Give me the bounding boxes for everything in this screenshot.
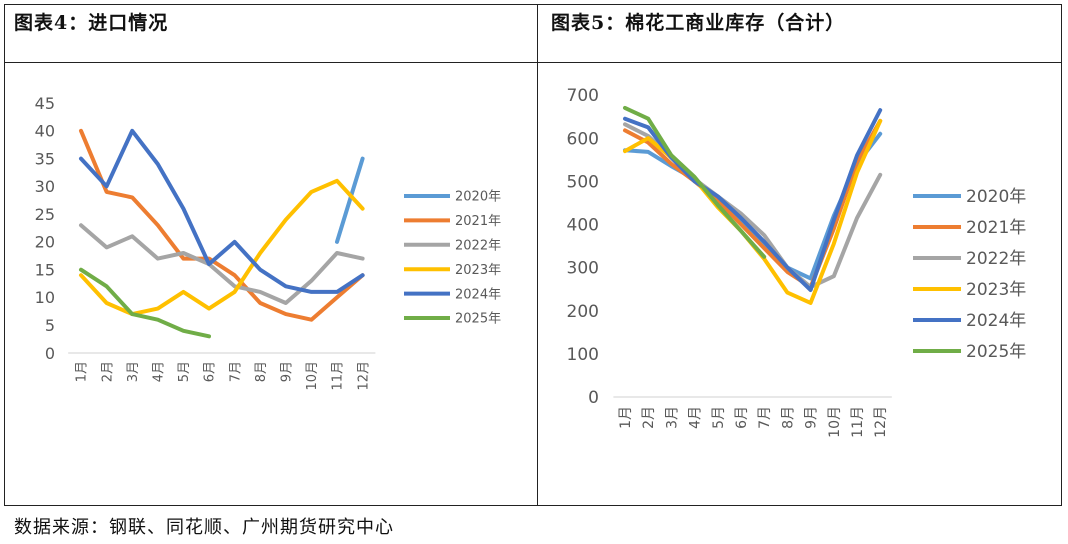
import-xtick-label: 5月 [177, 361, 192, 382]
figure-frame [4, 4, 1062, 506]
inventory-ytick-label: 500 [567, 172, 599, 192]
import-ytick-label: 25 [35, 205, 55, 224]
inventory-ytick-label: 300 [567, 259, 599, 279]
import-xtick-label: 3月 [126, 361, 141, 382]
import-xtick-label: 4月 [151, 361, 166, 382]
import-ytick-label: 35 [35, 149, 55, 168]
inventory-xtick-label: 9月 [804, 406, 820, 429]
inventory-ytick-label: 0 [588, 388, 599, 408]
inventory-xtick-label: 2月 [641, 406, 657, 429]
inventory-ytick-label: 100 [567, 345, 599, 365]
import-xtick-label: 12月 [356, 361, 371, 391]
inventory-xtick-label: 12月 [873, 406, 889, 438]
inventory-ytick-label: 700 [567, 86, 599, 106]
inventory-xtick-label: 4月 [688, 406, 704, 429]
inventory-legend-label: 2022年 [966, 249, 1026, 269]
inventory-xtick-label: 3月 [664, 406, 680, 429]
left-panel-title: 图表4：进口情况 [14, 12, 169, 34]
import-xtick-label: 1月 [75, 361, 90, 382]
import-ytick-label: 10 [35, 288, 55, 307]
inventory-series-line-2021 [623, 118, 883, 289]
inventory-series-line-2024 [623, 108, 883, 292]
import-xtick-label: 8月 [254, 361, 269, 382]
header-divider [4, 62, 1062, 63]
inventory-legend-label: 2021年 [966, 218, 1026, 238]
inventory-legend-label: 2023年 [966, 280, 1026, 300]
inventory-ytick-label: 200 [567, 302, 599, 322]
inventory-xtick-label: 5月 [711, 406, 727, 429]
data-source: 数据来源：钢联、同花顺、广州期货研究中心 [14, 517, 394, 538]
import-series-line-2025 [79, 267, 211, 339]
import-legend-label: 2024年 [455, 287, 501, 302]
import-xtick-label: 7月 [228, 361, 243, 382]
panel-divider [537, 4, 538, 506]
import-xtick-label: 11月 [331, 361, 346, 391]
inventory-legend-label: 2020年 [966, 187, 1026, 207]
import-xtick-label: 9月 [279, 361, 294, 382]
import-ytick-label: 0 [45, 344, 55, 363]
inventory-xtick-label: 6月 [734, 406, 750, 429]
import-legend-label: 2023年 [455, 263, 501, 278]
inventory-legend-label: 2025年 [966, 342, 1026, 362]
import-ytick-label: 30 [35, 177, 55, 196]
inventory-chart: 0 100 200 300 400 500 600 700 1月 2月 3月 4月 5月 6月 7月 8月 9月… [567, 86, 1027, 438]
import-ytick-label: 5 [45, 316, 55, 335]
inventory-ytick-label: 600 [567, 129, 599, 149]
inventory-xtick-label: 8月 [780, 406, 796, 429]
import-series-line-2021 [79, 128, 365, 322]
import-ytick-label: 40 [35, 122, 55, 141]
import-chart: 0 5 10 15 20 25 30 35 40 45 1月 2月 3月 4月 5月 6月 7月 8月 9月 10月 1… [35, 94, 501, 391]
import-legend-label: 2020年 [455, 190, 501, 205]
import-legend-label: 2025年 [455, 312, 501, 327]
inventory-xtick-label: 11月 [850, 406, 866, 438]
import-series-line-2024 [79, 128, 365, 294]
inventory-legend-label: 2024年 [966, 311, 1026, 331]
inventory-ytick-label: 400 [567, 216, 599, 236]
inventory-series-line-2025 [623, 105, 767, 259]
right-panel-title: 图表5：棉花工商业库存（合计） [551, 12, 846, 34]
import-ytick-label: 45 [35, 94, 55, 113]
import-legend-label: 2021年 [455, 214, 501, 229]
import-xtick-label: 10月 [305, 361, 320, 391]
import-series-line-2020 [335, 156, 365, 244]
inventory-xtick-label: 10月 [827, 406, 843, 438]
inventory-xtick-label: 1月 [618, 406, 634, 429]
import-series-line-2022 [79, 223, 365, 305]
import-xtick-label: 2月 [100, 361, 115, 382]
import-ytick-label: 20 [35, 233, 55, 252]
import-xtick-label: 6月 [203, 361, 218, 382]
import-legend-label: 2022年 [455, 238, 501, 253]
inventory-xtick-label: 7月 [757, 406, 773, 429]
import-ytick-label: 15 [35, 260, 55, 279]
